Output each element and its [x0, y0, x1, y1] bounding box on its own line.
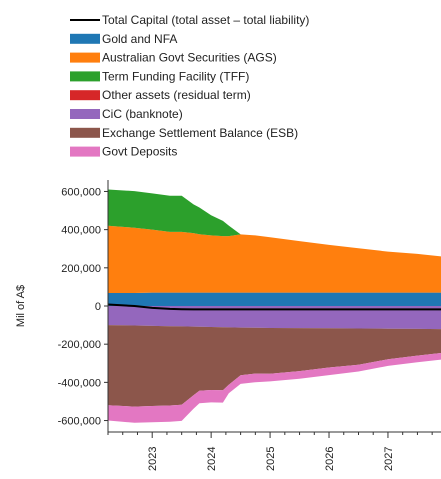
x-ticks: 2023 2024 2025 2026 2027	[107, 432, 433, 471]
area-australian-govt-securities-ags	[108, 225, 441, 293]
x-tick-label: 2026	[324, 447, 336, 471]
legend-label: Govt Deposits	[102, 145, 177, 159]
area-cic-banknote	[108, 306, 441, 330]
x-tick-label: 2027	[383, 447, 395, 471]
y-tick-label: -400,000	[58, 377, 101, 389]
plot-lines	[107, 303, 441, 311]
legend-label: Total Capital (total asset – total liabi…	[102, 13, 309, 27]
y-axis-label: Mil of A$	[15, 285, 27, 327]
y-tick-label: 600,000	[61, 186, 101, 198]
area-exchange-settlement-balance-esb	[108, 325, 441, 407]
legend-swatch-australian-govt-securities-ags	[70, 52, 100, 63]
legend-swatch-gold-and-nfa	[70, 33, 100, 44]
y-tick-label: 0	[95, 301, 101, 313]
x-tick-label: 2025	[265, 447, 277, 471]
y-tick-label: -200,000	[58, 339, 101, 351]
y-tick-label: 200,000	[61, 263, 101, 275]
legend-label: Australian Govt Securities (AGS)	[102, 51, 277, 65]
y-tick-label: 400,000	[61, 225, 101, 237]
area-term-funding-facility-tff	[108, 189, 441, 257]
line-total-capital	[107, 303, 441, 311]
area-govt-deposits	[108, 353, 441, 423]
legend-label: CiC (banknote)	[102, 107, 183, 121]
y-tick-label: -600,000	[58, 416, 101, 428]
legend-label: Term Funding Facility (TFF)	[102, 69, 249, 83]
legend: Total Capital (total asset – total liabi…	[70, 13, 309, 159]
legend-swatch-govt-deposits	[70, 146, 100, 157]
x-tick-label: 2023	[147, 447, 159, 471]
legend-swatch-exchange-settlement-balance-esb	[70, 127, 100, 138]
legend-label: Other assets (residual term)	[102, 88, 251, 102]
area-gold-and-nfa	[108, 292, 441, 306]
plot-areas	[108, 189, 441, 423]
legend-label: Exchange Settlement Balance (ESB)	[102, 126, 298, 140]
legend-swatch-term-funding-facility-tff	[70, 71, 100, 82]
legend-label: Gold and NFA	[102, 32, 177, 46]
legend-swatch-cic-banknote	[70, 109, 100, 119]
legend-swatch-other-assets-residual-term	[70, 90, 100, 101]
y-ticks: 600,000 400,000 200,000 0 -200,000 -400,000 -6…	[58, 186, 108, 428]
x-tick-label: 2024	[206, 447, 218, 471]
